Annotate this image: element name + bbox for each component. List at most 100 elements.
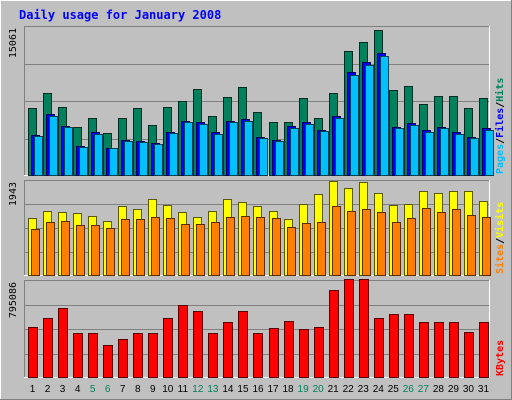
- bar-sites-day-26: [407, 218, 416, 276]
- x-tick-label-day-17: 17: [267, 384, 279, 395]
- bar-pages-day-13: [214, 134, 223, 176]
- legend-separator: /: [495, 102, 506, 108]
- bar-kbytes-day-4: [73, 333, 83, 378]
- x-tick-label-day-22: 22: [343, 384, 355, 395]
- bar-pages-day-7: [124, 141, 133, 176]
- bar-sites-day-8: [136, 219, 145, 276]
- panel-middle-legend: Sites/Visits: [494, 202, 506, 274]
- series-kbytes: [28, 279, 489, 378]
- bar-pages-day-29: [455, 134, 464, 176]
- bar-kbytes-day-10: [163, 318, 173, 378]
- bar-kbytes-day-26: [404, 314, 414, 378]
- bar-sites-day-27: [422, 208, 431, 276]
- x-tick-label-day-12: 12: [192, 384, 204, 395]
- bar-sites-day-28: [437, 212, 446, 276]
- panel-bottom-legend: KBytes: [495, 340, 506, 376]
- bar-pages-day-3: [64, 127, 73, 176]
- x-tick-label-day-6: 6: [105, 384, 111, 395]
- bar-pages-day-22: [350, 75, 359, 176]
- x-tick-label-day-1: 1: [30, 384, 36, 395]
- bar-pages-day-16: [259, 138, 268, 176]
- bar-kbytes-day-17: [269, 328, 279, 378]
- bar-sites-day-14: [226, 217, 235, 276]
- x-tick-label-day-10: 10: [162, 384, 174, 395]
- bar-pages-day-23: [365, 65, 374, 176]
- bar-pages-day-6: [109, 148, 118, 176]
- chart-panels: 15061Pages/Files/Hits1943Sites/Visits795…: [8, 26, 506, 378]
- bar-kbytes-day-12: [193, 311, 203, 378]
- bar-pages-day-20: [320, 131, 329, 176]
- bar-sites-day-10: [166, 218, 175, 276]
- bar-kbytes-day-18: [284, 321, 294, 378]
- bar-pages-day-12: [199, 124, 208, 176]
- bar-kbytes-day-11: [178, 305, 188, 378]
- bar-kbytes-day-23: [359, 279, 369, 378]
- panel-top-max-label: 15061: [8, 28, 19, 58]
- bar-pages-day-19: [305, 124, 314, 176]
- x-axis-labels: 1 2 3 4 5 6 7 8 9 10 11 12 13 14 15 16 17 18 19 20 21 22 23 24 2…: [30, 384, 490, 395]
- x-tick-label-day-20: 20: [313, 384, 325, 395]
- bar-sites-day-3: [61, 221, 70, 276]
- bar-sites-day-21: [332, 206, 341, 276]
- x-tick-label-day-19: 19: [298, 384, 310, 395]
- bar-kbytes-day-7: [118, 339, 128, 378]
- bar-sites-day-20: [317, 222, 326, 276]
- bar-sites-day-2: [46, 222, 55, 276]
- x-tick-label-day-21: 21: [328, 384, 340, 395]
- x-tick-label-day-25: 25: [388, 384, 400, 395]
- bar-sites-day-25: [392, 222, 401, 276]
- panel-top-legend: Pages/Files/Hits: [494, 78, 506, 174]
- bar-kbytes-day-30: [464, 332, 474, 378]
- x-tick-label-day-4: 4: [75, 384, 81, 395]
- bar-pages-day-17: [275, 141, 284, 176]
- x-tick-label-day-7: 7: [120, 384, 126, 395]
- bar-sites-day-11: [181, 224, 190, 276]
- x-tick-label-day-26: 26: [403, 384, 415, 395]
- bar-pages-day-4: [79, 147, 88, 176]
- x-tick-label-day-14: 14: [222, 384, 234, 395]
- bar-kbytes-day-22: [344, 279, 354, 378]
- x-tick-label-day-16: 16: [252, 384, 264, 395]
- bar-sites-day-17: [272, 218, 281, 276]
- bar-sites-day-12: [196, 224, 205, 276]
- bar-kbytes-day-24: [374, 318, 384, 378]
- x-tick-label-day-11: 11: [178, 384, 189, 395]
- bar-pages-day-31: [485, 130, 494, 176]
- bar-sites-day-19: [302, 223, 311, 276]
- bar-kbytes-day-16: [253, 333, 263, 378]
- bar-kbytes-day-19: [299, 329, 309, 378]
- bar-kbytes-day-27: [419, 322, 429, 378]
- bar-pages-day-24: [380, 56, 389, 176]
- bar-kbytes-day-3: [58, 308, 68, 378]
- bar-kbytes-day-20: [314, 327, 324, 378]
- series-pages: [34, 56, 494, 176]
- bar-sites-day-16: [256, 217, 265, 276]
- bar-sites-day-1: [31, 229, 40, 276]
- bar-sites-day-30: [467, 215, 476, 276]
- bar-sites-day-31: [482, 217, 491, 276]
- x-tick-label-day-24: 24: [373, 384, 385, 395]
- legend-visits: Visits: [494, 202, 506, 238]
- bar-pages-day-5: [94, 134, 103, 176]
- x-tick-label-day-29: 29: [448, 384, 460, 395]
- x-tick-label-day-9: 9: [150, 384, 156, 395]
- x-tick-label-day-3: 3: [60, 384, 66, 395]
- bar-sites-day-15: [241, 216, 250, 276]
- bar-sites-day-18: [287, 227, 296, 276]
- x-tick-label-day-28: 28: [433, 384, 445, 395]
- x-tick-label-day-30: 30: [463, 384, 475, 395]
- bar-kbytes-day-2: [43, 318, 53, 378]
- legend-separator: /: [495, 238, 506, 244]
- bar-pages-day-15: [244, 121, 253, 176]
- bar-kbytes-day-29: [449, 322, 459, 378]
- bar-kbytes-day-8: [133, 333, 143, 378]
- bar-kbytes-day-13: [208, 333, 218, 378]
- legend-files: Files: [494, 108, 506, 138]
- bar-pages-day-25: [395, 128, 404, 176]
- bar-kbytes-day-21: [329, 290, 339, 378]
- bar-pages-day-8: [139, 142, 148, 176]
- bar-sites-day-4: [76, 225, 85, 276]
- bar-pages-day-2: [49, 116, 58, 176]
- bar-kbytes-day-1: [28, 327, 38, 378]
- bar-kbytes-day-15: [238, 311, 248, 378]
